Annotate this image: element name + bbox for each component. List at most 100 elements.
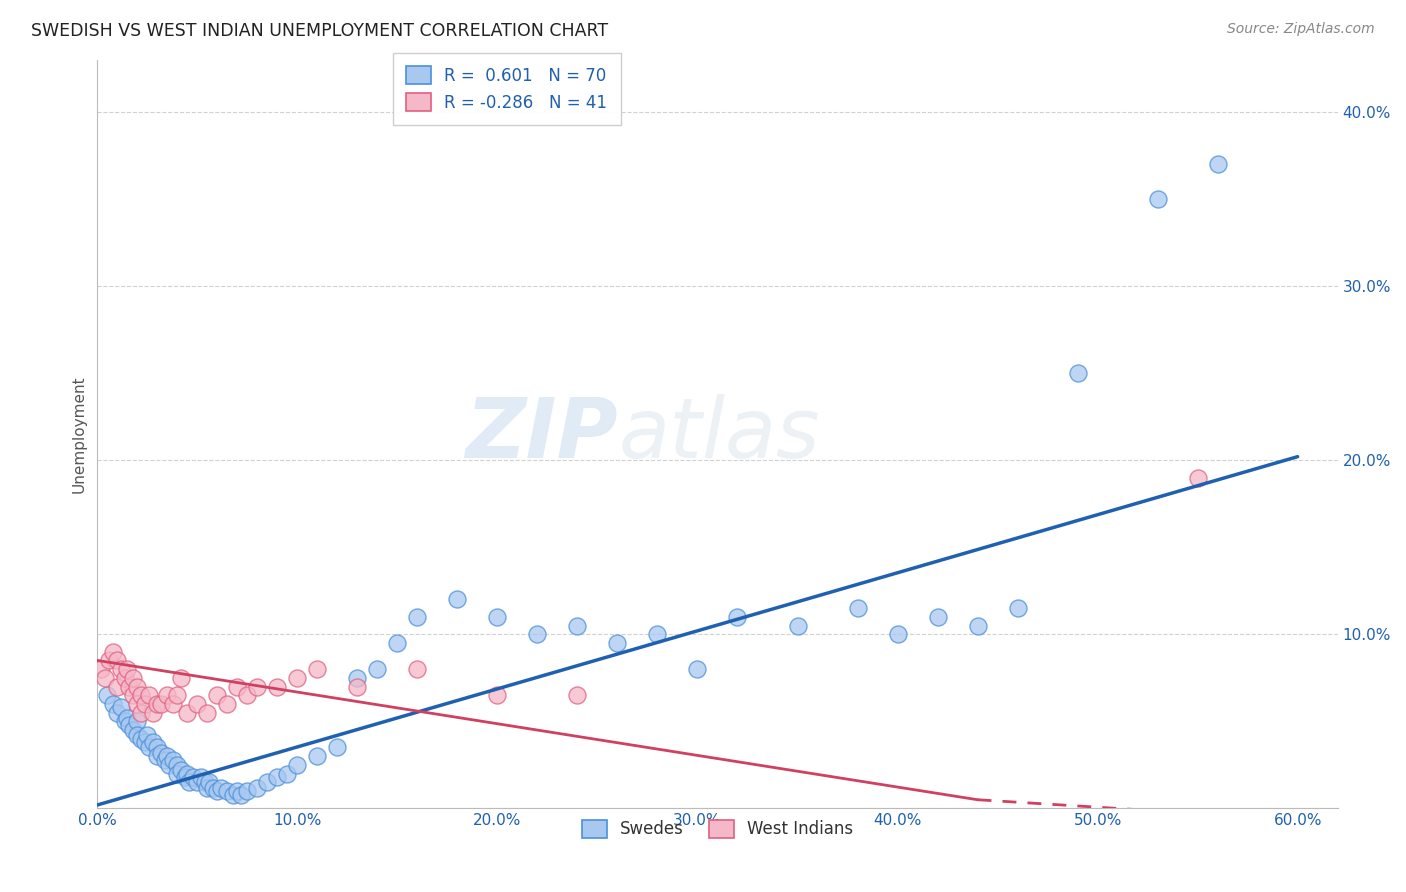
Point bbox=[1066, 366, 1088, 380]
Point bbox=[134, 697, 156, 711]
Point bbox=[110, 700, 132, 714]
Point bbox=[166, 688, 188, 702]
Point bbox=[606, 636, 628, 650]
Point bbox=[157, 758, 180, 772]
Text: SWEDISH VS WEST INDIAN UNEMPLOYMENT CORRELATION CHART: SWEDISH VS WEST INDIAN UNEMPLOYMENT CORR… bbox=[31, 22, 607, 40]
Point bbox=[207, 688, 229, 702]
Point bbox=[146, 697, 169, 711]
Point bbox=[156, 749, 179, 764]
Point bbox=[170, 763, 193, 777]
Text: Source: ZipAtlas.com: Source: ZipAtlas.com bbox=[1227, 22, 1375, 37]
Point bbox=[1206, 157, 1229, 171]
Point bbox=[195, 780, 218, 795]
Point bbox=[266, 680, 288, 694]
Point bbox=[166, 758, 188, 772]
Point bbox=[118, 718, 141, 732]
Point bbox=[226, 784, 249, 798]
Point bbox=[131, 706, 153, 720]
Point bbox=[307, 662, 329, 676]
Point bbox=[150, 697, 173, 711]
Point bbox=[166, 766, 188, 780]
Point bbox=[966, 618, 988, 632]
Point bbox=[183, 770, 205, 784]
Point bbox=[209, 780, 232, 795]
Point bbox=[117, 662, 139, 676]
Point bbox=[103, 697, 125, 711]
Point bbox=[98, 653, 121, 667]
Point bbox=[346, 671, 368, 685]
Point bbox=[526, 627, 548, 641]
Point bbox=[176, 706, 198, 720]
Point bbox=[207, 784, 229, 798]
Point bbox=[136, 728, 159, 742]
Point bbox=[727, 610, 749, 624]
Point bbox=[162, 697, 184, 711]
Point bbox=[103, 645, 125, 659]
Point bbox=[146, 749, 169, 764]
Point bbox=[170, 671, 193, 685]
Point bbox=[406, 662, 429, 676]
Point bbox=[1007, 601, 1029, 615]
Point bbox=[886, 627, 908, 641]
Point bbox=[786, 618, 808, 632]
Point bbox=[567, 688, 589, 702]
Point bbox=[647, 627, 669, 641]
Point bbox=[105, 680, 128, 694]
Point bbox=[198, 775, 221, 789]
Point bbox=[142, 706, 165, 720]
Point bbox=[567, 618, 589, 632]
Point bbox=[195, 706, 218, 720]
Point bbox=[156, 688, 179, 702]
Point bbox=[217, 784, 239, 798]
Point bbox=[94, 671, 117, 685]
Point bbox=[146, 740, 169, 755]
Point bbox=[127, 680, 149, 694]
Point bbox=[155, 753, 177, 767]
Point bbox=[118, 680, 141, 694]
Point bbox=[174, 770, 197, 784]
Point bbox=[138, 688, 160, 702]
Point bbox=[186, 697, 208, 711]
Point bbox=[127, 697, 149, 711]
Point bbox=[194, 775, 217, 789]
Point bbox=[927, 610, 949, 624]
Point bbox=[122, 723, 145, 737]
Point bbox=[117, 711, 139, 725]
Point bbox=[406, 610, 429, 624]
Point bbox=[446, 592, 468, 607]
Point bbox=[176, 766, 198, 780]
Point bbox=[186, 775, 208, 789]
Point bbox=[276, 766, 298, 780]
Point bbox=[142, 735, 165, 749]
Point bbox=[217, 697, 239, 711]
Point bbox=[127, 714, 149, 729]
Point bbox=[1187, 470, 1209, 484]
Point bbox=[96, 688, 118, 702]
Point bbox=[122, 688, 145, 702]
Point bbox=[105, 706, 128, 720]
Point bbox=[236, 688, 259, 702]
Point bbox=[846, 601, 869, 615]
Point bbox=[1146, 192, 1168, 206]
Point bbox=[162, 753, 184, 767]
Point bbox=[236, 784, 259, 798]
Point bbox=[150, 746, 173, 760]
Point bbox=[202, 780, 225, 795]
Point bbox=[138, 740, 160, 755]
Point bbox=[134, 735, 156, 749]
Point bbox=[266, 770, 288, 784]
Text: atlas: atlas bbox=[619, 393, 820, 475]
Point bbox=[287, 758, 309, 772]
Point bbox=[387, 636, 409, 650]
Point bbox=[486, 688, 509, 702]
Point bbox=[122, 671, 145, 685]
Point bbox=[326, 740, 349, 755]
Point bbox=[190, 770, 212, 784]
Point bbox=[114, 714, 136, 729]
Point bbox=[226, 680, 249, 694]
Point bbox=[90, 662, 112, 676]
Point bbox=[179, 775, 201, 789]
Point bbox=[246, 780, 269, 795]
Text: ZIP: ZIP bbox=[465, 393, 619, 475]
Legend: Swedes, West Indians: Swedes, West Indians bbox=[575, 813, 860, 845]
